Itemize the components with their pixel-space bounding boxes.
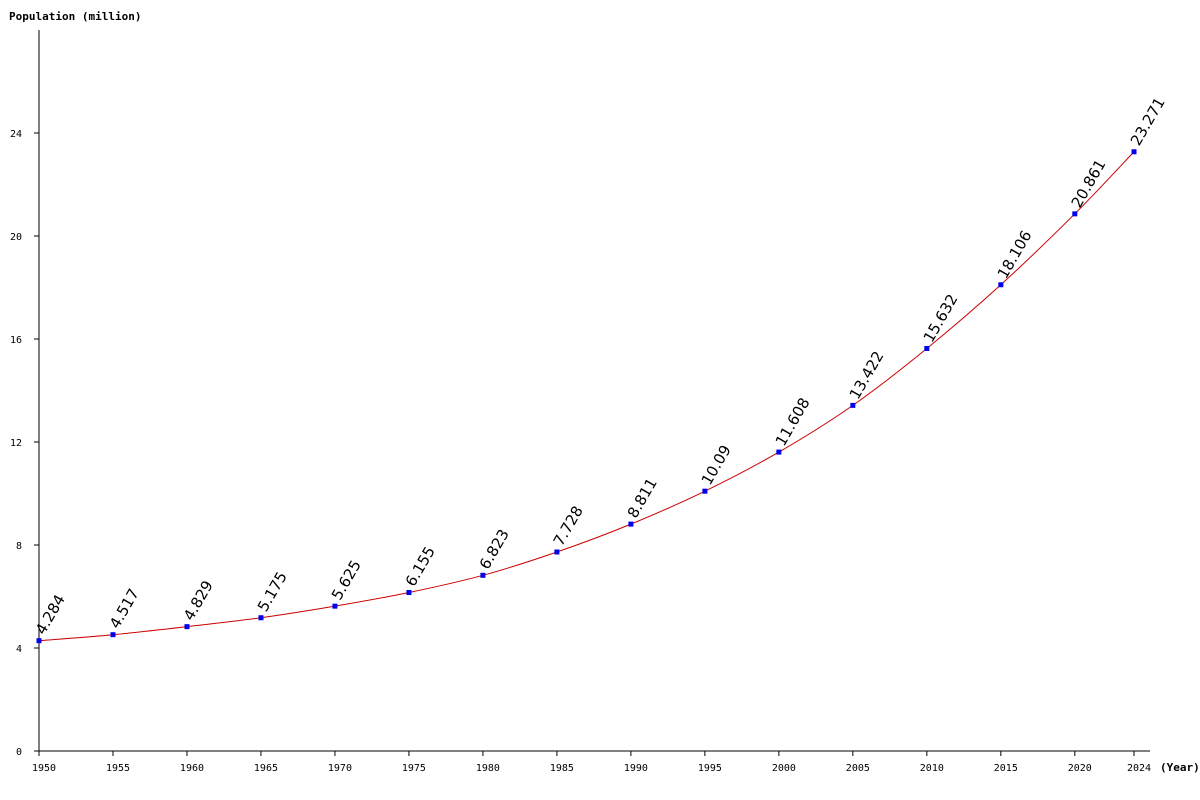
data-point	[1072, 211, 1078, 217]
x-tick-label: 1960	[180, 763, 204, 774]
x-tick-label: 2010	[920, 763, 944, 774]
x-tick-label: 2005	[846, 763, 870, 774]
x-tick-label: 1965	[254, 763, 278, 774]
data-label-layer: 4.284 4.517 4.829 5.175 5.625 6.155 6.823 7.728…	[32, 94, 1169, 637]
x-tick-label: 1995	[698, 763, 722, 774]
x-axis-title: (Year)	[1160, 761, 1200, 774]
data-point	[480, 572, 486, 578]
data-point	[36, 638, 42, 644]
data-point	[1131, 149, 1137, 155]
data-point	[332, 603, 338, 609]
data-label: 5.625	[328, 557, 365, 603]
data-point	[924, 345, 930, 351]
x-tick-label: 1990	[624, 763, 648, 774]
marker-layer	[36, 149, 1137, 644]
x-tick-label: 1975	[402, 763, 426, 774]
data-point	[554, 549, 560, 555]
y-tick-label: 20	[10, 232, 22, 243]
x-tick-label: 1980	[476, 763, 500, 774]
x-tick-label: 2020	[1068, 763, 1092, 774]
data-label: 4.517	[106, 585, 143, 631]
x-tick-label: 1955	[106, 763, 130, 774]
y-tick-label: 16	[10, 335, 22, 346]
data-point	[702, 488, 708, 494]
x-ticks: 1950 1955 1960 1965 1970 1975 1980 1985 1990 1995…	[32, 751, 1151, 774]
x-tick-label: 2015	[994, 763, 1018, 774]
y-tick-label: 12	[10, 438, 22, 449]
data-label: 10.09	[698, 442, 735, 488]
data-point	[258, 615, 264, 621]
x-tick-label: 2024	[1127, 763, 1151, 774]
axes	[35, 30, 1150, 755]
data-point	[184, 624, 190, 630]
data-label: 7.728	[550, 503, 587, 549]
data-label: 4.284	[32, 591, 69, 637]
data-label: 4.829	[180, 577, 217, 623]
y-tick-label: 8	[16, 541, 22, 552]
x-tick-label: 1950	[32, 763, 56, 774]
x-tick-label: 1970	[328, 763, 352, 774]
data-label: 13.422	[846, 348, 888, 402]
data-label: 11.608	[772, 395, 814, 449]
data-point	[406, 590, 412, 596]
data-point	[776, 449, 782, 455]
data-point	[628, 521, 634, 527]
data-label: 6.823	[476, 526, 513, 572]
series-layer	[38, 151, 1135, 642]
data-label: 20.861	[1068, 156, 1110, 210]
y-tick-label: 4	[16, 644, 22, 655]
y-tick-label: 24	[10, 129, 22, 140]
data-point	[850, 402, 856, 408]
series-line	[38, 151, 1135, 642]
x-tick-label: 2000	[772, 763, 796, 774]
y-ticks: 0 4 8 12 16 20 24	[10, 129, 39, 758]
data-point	[110, 632, 116, 638]
x-tick-label: 1985	[550, 763, 574, 774]
data-label: 23.271	[1127, 94, 1169, 148]
data-point	[998, 282, 1004, 288]
data-label: 18.106	[994, 227, 1036, 281]
data-label: 5.175	[254, 569, 291, 615]
y-axis-title: Population (million)	[9, 10, 141, 23]
data-label: 6.155	[402, 543, 439, 589]
y-tick-label: 0	[16, 747, 22, 758]
